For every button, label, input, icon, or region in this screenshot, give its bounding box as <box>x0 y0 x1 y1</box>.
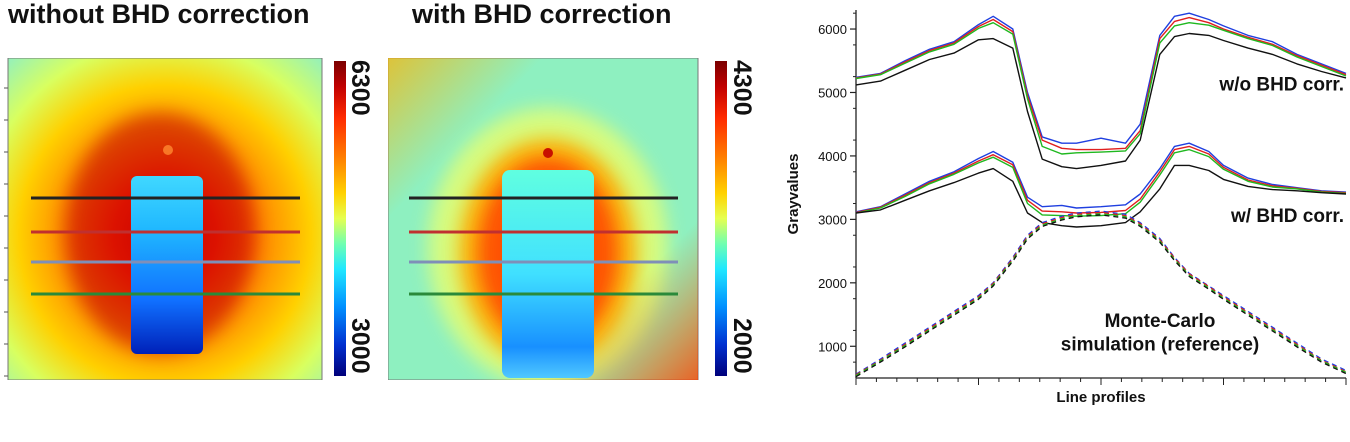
series-line-black <box>855 164 1347 228</box>
annotation-without-bhd: w/o BHD corr. <box>1218 75 1344 96</box>
y-tick-label: 5000 <box>818 85 847 100</box>
y-tick-label: 1000 <box>818 339 847 354</box>
colorbar-right-max: 4300 <box>728 60 756 116</box>
series-line-red <box>855 145 1347 214</box>
middle-panel-title: with BHD correction <box>412 0 672 29</box>
annotation-with-bhd: w/ BHD corr. <box>1230 206 1344 227</box>
series-line-green <box>855 148 1347 217</box>
colorbar-without-bhd <box>334 61 346 376</box>
line-profile-chart: 1000 2000 3000 4000 5000 6000 Line profiles Gr… <box>785 10 1347 406</box>
y-tick-label: 3000 <box>818 212 847 227</box>
colorbar-with-bhd <box>715 61 727 376</box>
y-tick-label: 6000 <box>818 22 847 37</box>
chart-series-layer <box>855 12 1347 378</box>
specimen-column <box>131 176 203 354</box>
series-line-blue <box>855 12 1347 144</box>
chart-axes: 1000 2000 3000 4000 5000 6000 <box>818 10 1347 385</box>
annotation-simulation-reference: simulation (reference) <box>1061 335 1260 356</box>
colorbar-left-max: 6300 <box>346 60 374 116</box>
colorbar-right-min: 2000 <box>728 318 756 374</box>
series-line-green <box>855 22 1347 155</box>
x-axis-label: Line profiles <box>1056 389 1145 406</box>
heatmap-with-bhd <box>388 58 699 380</box>
annotation-monte-carlo: Monte-Carlo <box>1105 311 1216 332</box>
colorbar-left-min: 3000 <box>346 318 374 374</box>
y-tick-label: 2000 <box>818 276 847 291</box>
left-axis-ticks <box>4 87 8 377</box>
y-axis-label: Grayvalues <box>785 154 802 235</box>
specimen-column-corrected <box>502 170 594 378</box>
series-line-red <box>855 16 1347 151</box>
series-line-black <box>855 32 1347 170</box>
chart-labels: Line profiles Grayvalues w/o BHD corr. w/ B… <box>785 75 1344 406</box>
y-tick-label: 4000 <box>818 149 847 164</box>
heatmap-without-bhd <box>4 58 323 380</box>
left-panel-title: without BHD correction <box>8 0 310 29</box>
series-line-blue <box>855 142 1347 213</box>
